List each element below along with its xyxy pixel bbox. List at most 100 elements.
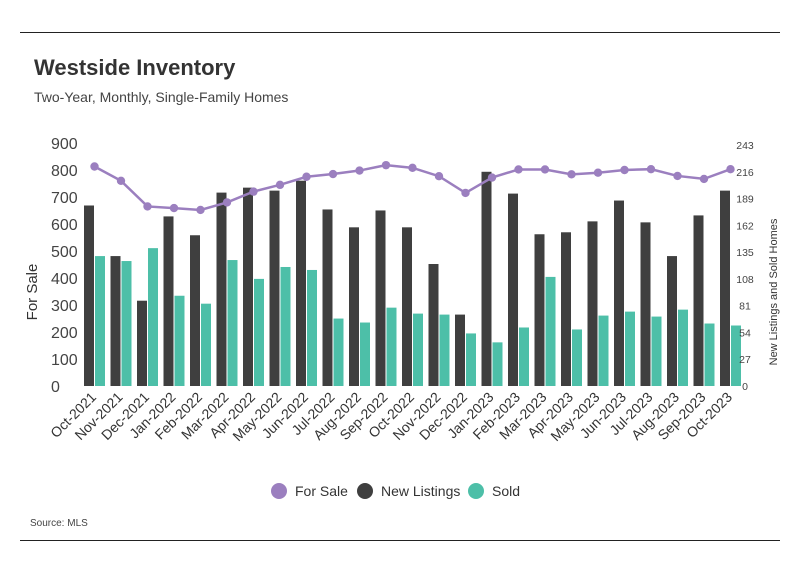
legend-marker-for-sale (271, 483, 287, 499)
bar-new-listings-Nov-2021 (110, 256, 121, 386)
source-note: Source: MLS (30, 518, 88, 529)
bar-new-listings-Jun-2022 (296, 180, 306, 386)
right-tick-label: 54 (739, 327, 751, 339)
left-tick-label: 800 (51, 163, 78, 180)
legend: For Sale New Listings Sold (271, 483, 520, 499)
bar-new-listings-Feb-2023 (508, 193, 518, 386)
left-tick-label: 300 (51, 298, 78, 315)
bar-sold-Apr-2023 (572, 329, 582, 386)
point-for-sale-Jun-2023 (620, 165, 629, 175)
point-for-sale-Oct-2023 (726, 164, 735, 174)
bar-sold-Apr-2022 (254, 278, 264, 386)
right-tick-label: 243 (736, 140, 754, 152)
bar-new-listings-Jun-2023 (614, 200, 624, 386)
right-axis-label: New Listings and Sold Homes (768, 218, 780, 365)
left-tick-label: 600 (51, 217, 78, 234)
bar-new-listings-Jan-2023 (481, 171, 492, 386)
right-tick-label: 162 (736, 220, 754, 232)
point-for-sale-Oct-2022 (408, 163, 417, 173)
point-for-sale-Jan-2023 (487, 173, 497, 182)
bar-new-listings-Aug-2022 (349, 227, 359, 386)
bar-sold-Oct-2023 (731, 325, 741, 386)
legend-marker-sold (468, 483, 484, 499)
bar-sold-Sep-2023 (704, 323, 715, 386)
right-tick-label: 216 (736, 167, 754, 179)
top-rule (20, 32, 780, 33)
bar-new-listings-Mar-2023 (534, 234, 545, 386)
point-for-sale-Jul-2023 (646, 164, 656, 174)
point-for-sale-Aug-2022 (355, 166, 364, 175)
point-for-sale-Nov-2021 (116, 176, 126, 185)
bar-new-listings-Apr-2023 (561, 232, 571, 386)
point-for-sale-Sep-2022 (381, 160, 391, 170)
bar-new-listings-Dec-2022 (455, 314, 465, 386)
chart-subtitle: Two-Year, Monthly, Single-Family Homes (34, 89, 289, 105)
bar-sold-Aug-2023 (678, 309, 688, 386)
point-for-sale-May-2023 (593, 168, 603, 177)
right-tick-label: 81 (739, 301, 751, 313)
bar-sold-Jul-2023 (651, 316, 662, 386)
bottom-rule (20, 540, 780, 541)
left-tick-label: 500 (51, 244, 78, 261)
bar-new-listings-Nov-2022 (428, 264, 439, 386)
bar-new-listings-Sep-2023 (693, 215, 704, 386)
point-for-sale-Mar-2023 (540, 165, 550, 174)
bar-new-listings-Jan-2022 (163, 216, 174, 386)
bar-sold-Feb-2022 (201, 303, 211, 386)
bar-new-listings-Mar-2022 (216, 192, 227, 386)
right-tick-label: 108 (736, 274, 754, 286)
left-tick-label: 200 (51, 325, 78, 342)
bar-sold-Jan-2023 (492, 342, 503, 386)
point-for-sale-Apr-2023 (567, 170, 576, 179)
point-for-sale-Feb-2023 (514, 165, 523, 174)
bar-sold-Mar-2023 (545, 276, 556, 386)
bar-sold-Oct-2021 (95, 256, 105, 386)
point-for-sale-Dec-2022 (461, 188, 470, 198)
chart-title: Westside Inventory (34, 55, 236, 80)
bar-new-listings-Oct-2022 (402, 227, 412, 386)
bar-sold-Mar-2022 (227, 260, 238, 386)
point-for-sale-Dec-2021 (143, 202, 152, 211)
point-for-sale-Sep-2023 (699, 174, 709, 184)
bar-new-listings-Feb-2022 (190, 235, 200, 386)
legend-label-new-listings: New Listings (381, 483, 460, 499)
bar-sold-Sep-2022 (386, 307, 397, 386)
legend-label-for-sale: For Sale (295, 483, 348, 499)
point-for-sale-Mar-2022 (222, 198, 232, 207)
right-tick-label: 189 (736, 194, 754, 206)
right-tick-label: 135 (736, 247, 754, 259)
right-tick-label: 27 (739, 354, 751, 366)
bar-new-listings-Dec-2021 (137, 300, 147, 386)
bar-sold-May-2023 (598, 315, 609, 386)
bar-new-listings-Jul-2023 (640, 222, 651, 386)
bar-sold-Jul-2022 (333, 318, 344, 386)
left-tick-label: 400 (51, 271, 78, 288)
right-tick-label: 0 (742, 381, 748, 393)
bar-new-listings-Sep-2022 (375, 210, 386, 386)
bar-sold-Jan-2022 (174, 295, 185, 386)
bar-new-listings-May-2022 (269, 190, 280, 386)
bar-sold-Nov-2022 (439, 314, 450, 386)
bar-sold-Jun-2022 (307, 269, 317, 386)
left-axis-label: For Sale (24, 264, 41, 321)
point-for-sale-Aug-2023 (673, 171, 682, 181)
bar-sold-May-2022 (280, 266, 291, 386)
left-tick-label: 0 (51, 379, 60, 396)
point-for-sale-May-2022 (275, 180, 285, 190)
point-for-sale-Oct-2021 (90, 162, 99, 171)
legend-marker-new-listings (357, 483, 373, 499)
point-for-sale-Feb-2022 (196, 205, 205, 215)
point-for-sale-Jun-2022 (302, 172, 311, 181)
point-for-sale-Jan-2022 (169, 203, 179, 213)
bar-sold-Dec-2021 (148, 248, 158, 386)
left-tick-label: 900 (51, 136, 78, 153)
bar-new-listings-May-2023 (587, 221, 598, 386)
bar-new-listings-Aug-2023 (667, 256, 677, 386)
point-for-sale-Apr-2022 (249, 187, 258, 196)
bar-new-listings-Oct-2023 (720, 190, 730, 386)
left-tick-label: 700 (51, 190, 78, 207)
point-for-sale-Nov-2022 (434, 172, 444, 181)
bar-sold-Jun-2023 (625, 311, 635, 386)
